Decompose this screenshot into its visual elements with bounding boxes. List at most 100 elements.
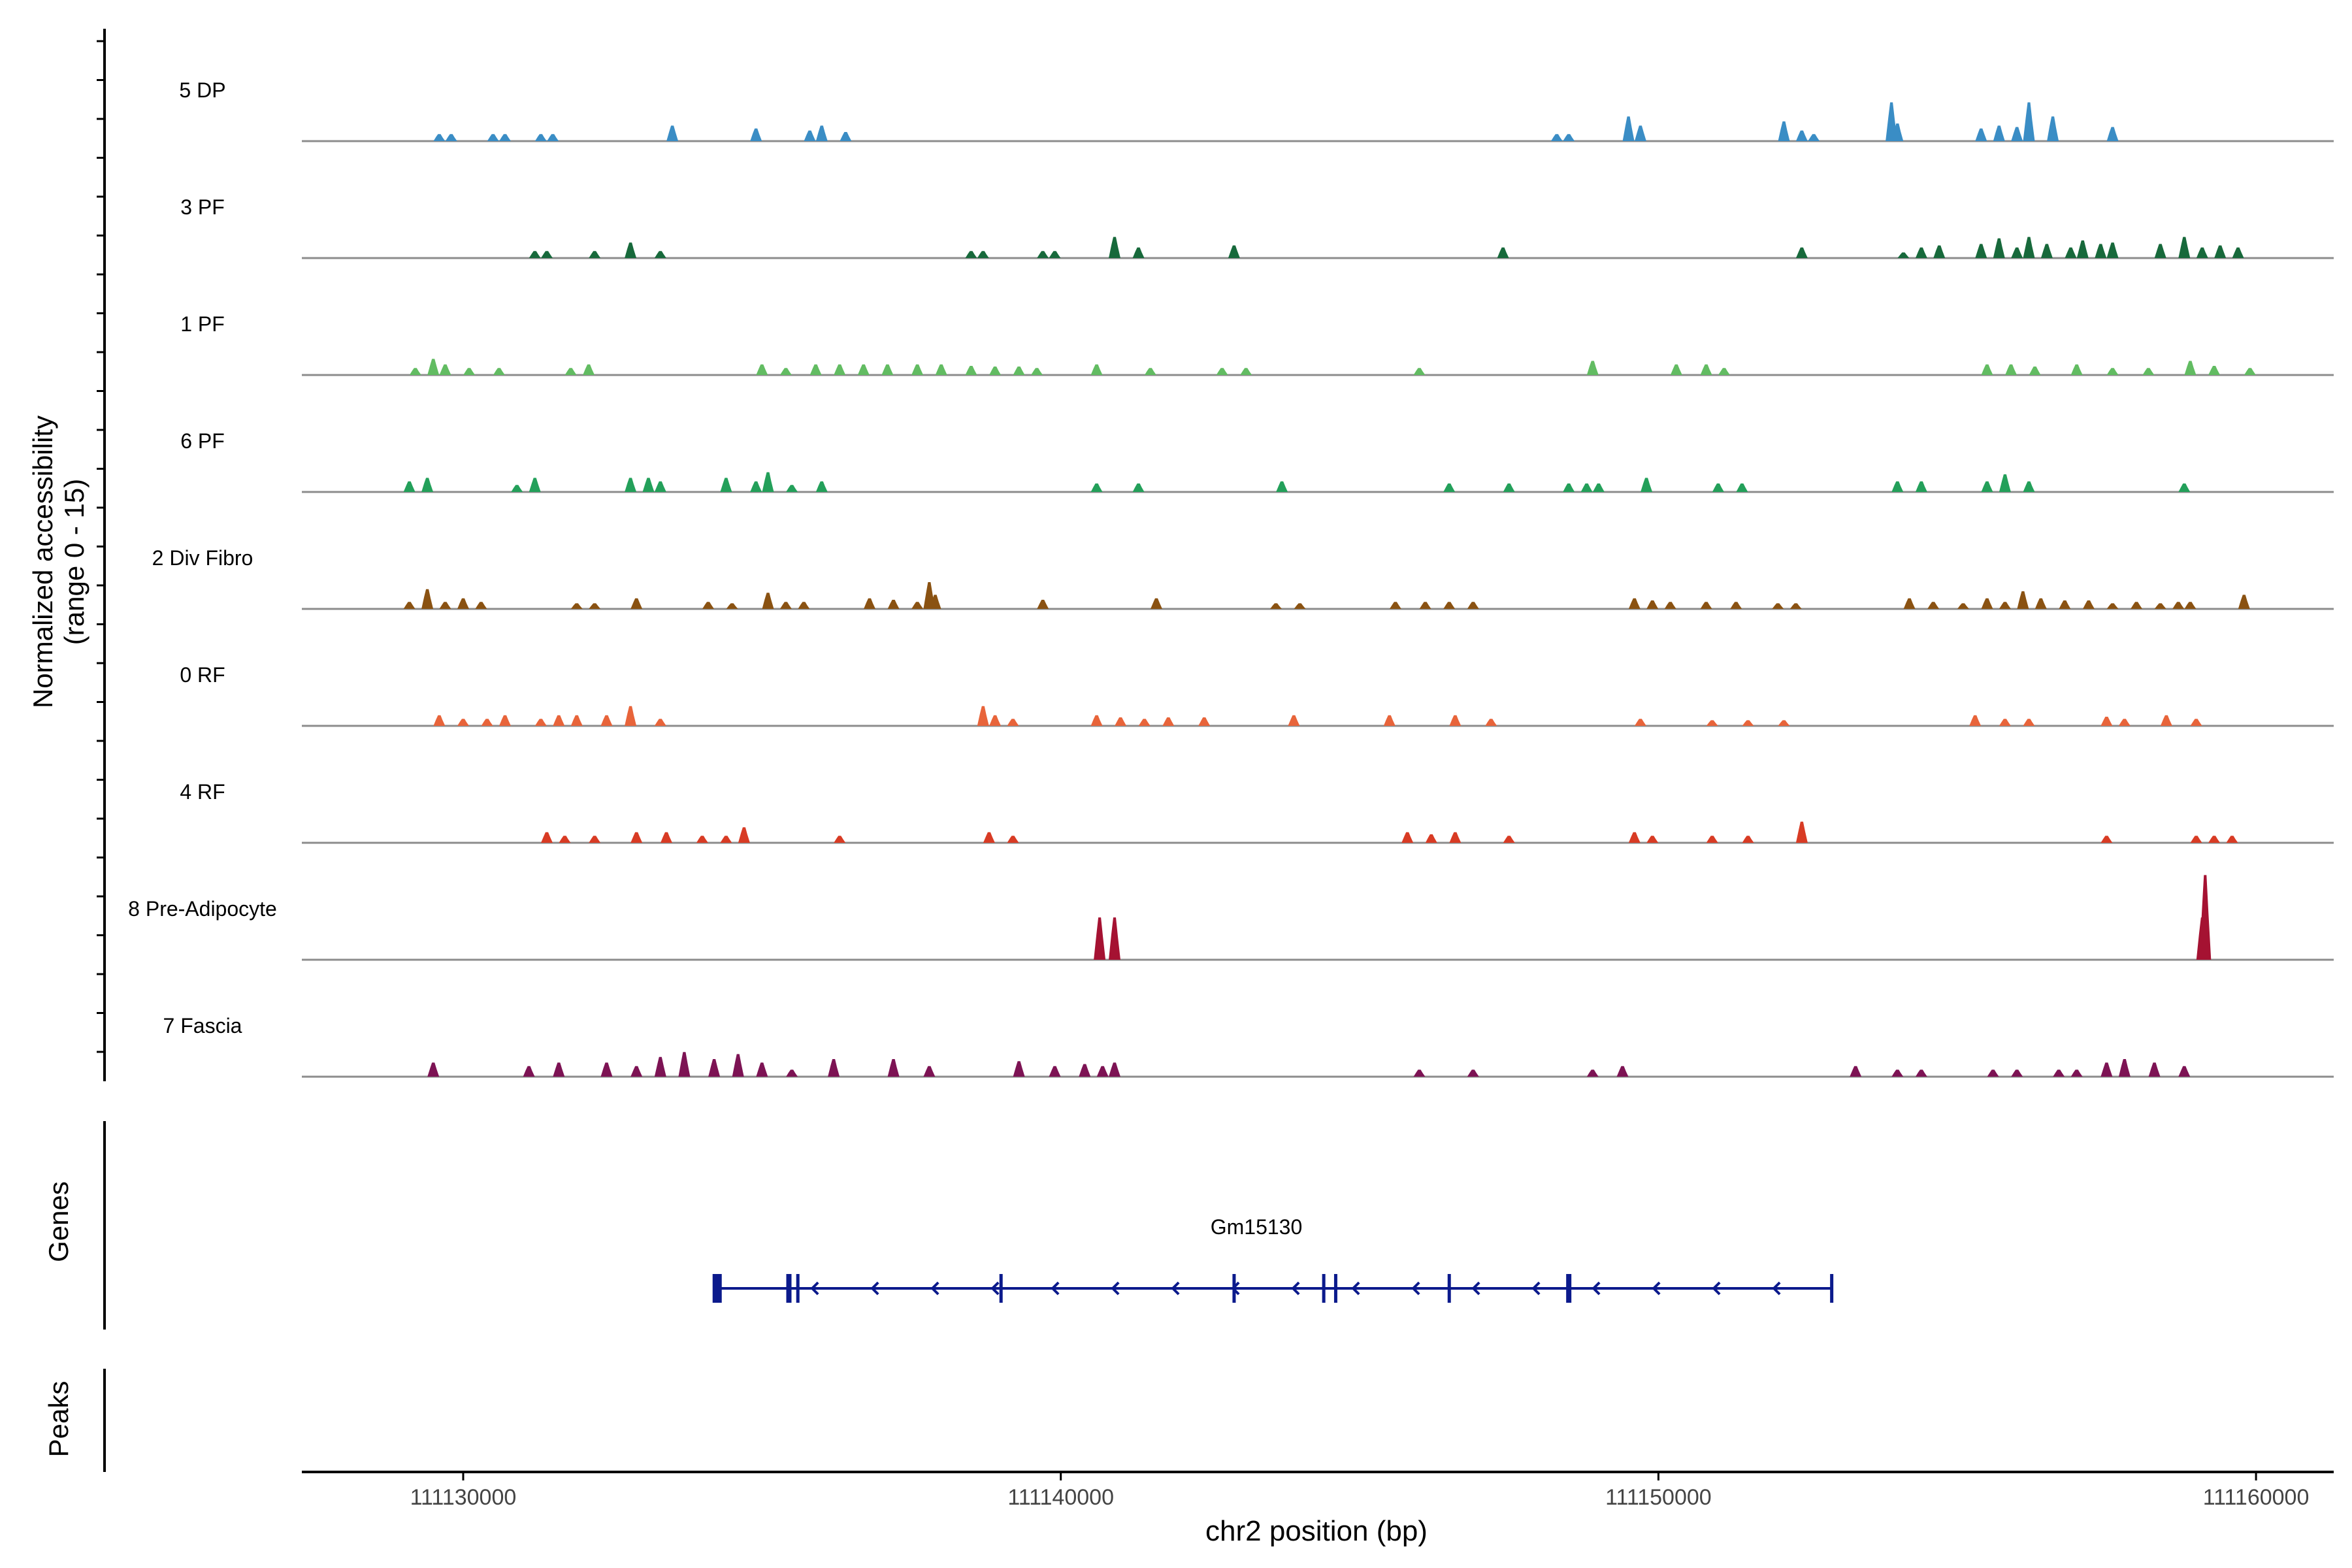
- coverage-peak: [433, 715, 446, 726]
- coverage-peak: [989, 715, 1002, 726]
- coverage-peak: [1897, 252, 1910, 258]
- coverage-peak: [1550, 134, 1563, 141]
- coverage-peak: [1915, 1070, 1927, 1077]
- coverage-peak: [553, 715, 565, 726]
- coverage-peak: [1641, 478, 1653, 492]
- coverage-peak: [2100, 717, 2113, 726]
- coverage-peak: [977, 706, 989, 726]
- coverage-peak: [2190, 719, 2202, 726]
- coverage-peak: [1903, 598, 1916, 609]
- coverage-peak: [2178, 483, 2191, 492]
- coverage-peak: [541, 251, 553, 258]
- coverage-peak: [2154, 603, 2166, 609]
- coverage-peak: [977, 251, 989, 258]
- coverage-peak: [1706, 720, 1718, 726]
- coverage-peak: [589, 603, 601, 609]
- coverage-peak: [654, 251, 666, 258]
- coverage-peak: [881, 364, 894, 375]
- coverage-peak: [534, 134, 547, 141]
- track-0-rf: 0 RF: [180, 663, 2334, 727]
- gene-strand-arrow: [870, 1281, 879, 1296]
- coverage-peak: [1795, 821, 1808, 843]
- coverage-peak: [1096, 1066, 1109, 1077]
- coverage-peak: [1993, 238, 2005, 258]
- coverage-peak: [1772, 603, 1784, 609]
- coverage-peak: [1503, 836, 1515, 843]
- coverage-peak: [2196, 247, 2208, 258]
- coverage-peak: [2034, 598, 2047, 609]
- coverage-peak: [642, 478, 655, 492]
- coverage-peak: [534, 719, 547, 726]
- coverage-peak: [2154, 244, 2166, 258]
- coverage-peak: [1425, 834, 1437, 843]
- coverage-peak: [661, 832, 672, 843]
- coverage-peak: [475, 602, 487, 609]
- track-label: 7 Fascia: [163, 1014, 242, 1037]
- coverage-peak: [403, 602, 416, 609]
- coverage-peak: [989, 367, 1002, 375]
- coverage-peak: [487, 134, 499, 141]
- coverage-peak: [1049, 251, 1061, 258]
- coverage-peak: [2106, 127, 2119, 141]
- coverage-peak: [1592, 483, 1605, 492]
- gene-track: [712, 1274, 1834, 1303]
- coverage-peak: [1563, 134, 1575, 141]
- coverage-peak: [2148, 1062, 2161, 1077]
- coverage-peak: [1109, 237, 1120, 258]
- coverage-peak: [1778, 121, 1790, 141]
- track-label: 0 RF: [180, 663, 225, 687]
- coverage-peak: [2199, 875, 2212, 960]
- genes-panel-label: Genes: [43, 1181, 74, 1262]
- y-axis-label-line1: Normalized accessibility: [27, 416, 58, 708]
- gene-strand-arrow: [1592, 1281, 1601, 1296]
- coverage-peak: [965, 251, 977, 258]
- coverage-peak: [523, 1066, 535, 1077]
- coverage-peak: [583, 364, 595, 375]
- coverage-peak: [2070, 364, 2083, 375]
- coverage-peak: [529, 251, 541, 258]
- coverage-peak: [1467, 602, 1479, 609]
- gene-strand-arrow: [930, 1281, 939, 1296]
- coverage-peak: [2106, 603, 2119, 609]
- gene-strand-arrow: [1652, 1281, 1661, 1296]
- track-5-dp: 5 DP: [179, 78, 2334, 142]
- coverage-peak: [1013, 1061, 1025, 1077]
- coverage-peak: [1383, 715, 1396, 726]
- coverage-peak: [1927, 602, 1940, 609]
- coverage-peak: [857, 364, 870, 375]
- coverage-peak: [1162, 717, 1175, 726]
- coverage-peak: [1975, 128, 1987, 141]
- coverage-peak: [911, 602, 924, 609]
- coverage-peak: [1981, 364, 1993, 375]
- coverage-peak: [2083, 600, 2095, 609]
- coverage-peak: [756, 1062, 768, 1077]
- peaks-panel-label: Peaks: [43, 1381, 74, 1458]
- coverage-peak: [738, 827, 750, 843]
- coverage-peak: [798, 602, 810, 609]
- coverage-peak: [1999, 719, 2011, 726]
- coverage-peak: [1891, 123, 1904, 141]
- coverage-peak: [666, 125, 679, 141]
- coverage-peak: [1497, 247, 1509, 258]
- gene-strand-arrow: [1051, 1281, 1060, 1296]
- coverage-peak: [2023, 719, 2035, 726]
- coverage-peak: [1730, 602, 1742, 609]
- coverage-peak: [1449, 832, 1462, 843]
- gene-strand-arrow: [1772, 1281, 1781, 1296]
- coverage-peak: [654, 1056, 666, 1077]
- coverage-peak: [1993, 125, 2005, 141]
- track-label: 6 PF: [180, 429, 225, 453]
- coverage-peak: [2208, 366, 2221, 375]
- coverage-peak: [1389, 602, 1401, 609]
- coverage-peak: [600, 1062, 613, 1077]
- coverage-peak: [1700, 602, 1712, 609]
- coverage-peak: [815, 481, 828, 492]
- coverage-peak: [1090, 483, 1103, 492]
- coverage-peak: [439, 602, 451, 609]
- gene-strand-arrow: [1411, 1281, 1420, 1296]
- coverage-peak: [457, 719, 469, 726]
- coverage-peak: [1037, 600, 1049, 609]
- coverage-peak: [1115, 717, 1127, 726]
- coverage-peak: [2226, 836, 2238, 843]
- coverage-peak: [804, 130, 816, 141]
